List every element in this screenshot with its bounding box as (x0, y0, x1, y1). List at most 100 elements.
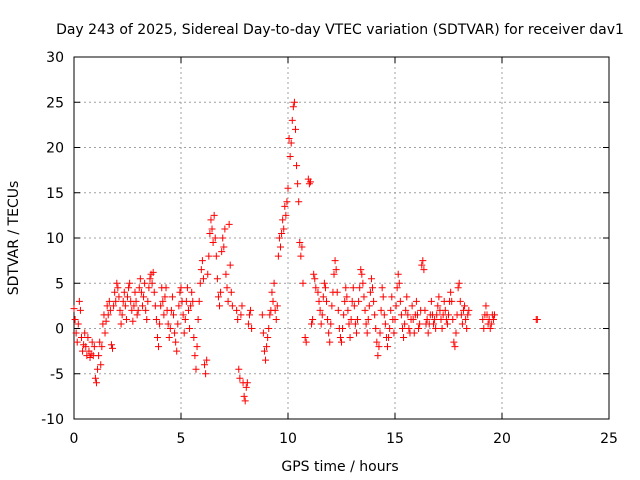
data-point (96, 338, 104, 346)
data-point (395, 279, 403, 287)
data-point (244, 320, 252, 328)
data-point (375, 343, 383, 351)
data-point (148, 279, 156, 287)
data-point (235, 365, 243, 373)
data-point (236, 374, 244, 382)
data-point (117, 320, 125, 328)
data-point (273, 302, 281, 310)
data-point (489, 315, 497, 323)
data-point (159, 297, 167, 305)
data-point (333, 288, 341, 296)
data-point (156, 320, 164, 328)
data-point (419, 257, 427, 265)
data-point (448, 297, 456, 305)
x-tick-label: 15 (386, 431, 404, 447)
data-point (390, 329, 398, 337)
data-point (343, 293, 351, 301)
data-point (369, 284, 377, 292)
data-point (199, 275, 207, 283)
data-point (348, 297, 356, 305)
data-point (210, 211, 218, 219)
data-point (152, 315, 160, 323)
data-point (327, 320, 335, 328)
data-point (266, 311, 274, 319)
y-tick-label: 5 (55, 276, 64, 292)
data-point (112, 297, 120, 305)
y-tick-label: 10 (46, 231, 64, 247)
data-point (213, 275, 221, 283)
data-point (312, 284, 320, 292)
data-point (84, 334, 92, 342)
data-point (386, 325, 394, 332)
data-point (299, 279, 307, 287)
data-point (264, 334, 272, 342)
data-point (442, 315, 450, 323)
data-point (370, 297, 378, 305)
data-point (142, 306, 150, 314)
data-point (191, 352, 199, 360)
data-point (132, 297, 140, 305)
data-point (241, 397, 249, 405)
data-point (433, 311, 441, 319)
data-point (289, 103, 297, 111)
data-point (186, 325, 194, 332)
data-point (138, 302, 146, 310)
data-point (321, 284, 329, 292)
data-point (384, 343, 392, 351)
y-tick-label: 25 (46, 95, 64, 111)
data-point (346, 334, 354, 342)
data-point (160, 311, 168, 319)
data-point (421, 306, 429, 314)
data-point (294, 180, 302, 188)
data-point (302, 338, 310, 346)
data-point (378, 284, 386, 292)
data-point (358, 270, 366, 278)
data-point (415, 325, 423, 332)
data-point (79, 347, 87, 355)
data-point (167, 306, 175, 314)
data-point (380, 311, 388, 319)
data-point (104, 311, 112, 319)
data-point (310, 270, 318, 278)
data-point (287, 139, 295, 147)
data-point (332, 266, 340, 274)
data-point (209, 239, 217, 247)
data-point (153, 334, 161, 342)
data-point (165, 334, 173, 342)
y-axis-label: SDTVAR / TECUs (6, 181, 22, 296)
data-point (76, 306, 84, 314)
data-point (432, 325, 440, 332)
data-point (316, 306, 324, 314)
data-point (347, 315, 355, 323)
data-point (81, 329, 89, 337)
x-tick-label: 20 (493, 431, 511, 447)
x-tick-label: 5 (177, 431, 186, 447)
data-point (221, 225, 229, 233)
data-point (119, 297, 127, 305)
data-point (391, 315, 399, 323)
data-point (479, 315, 487, 323)
data-point (225, 220, 233, 228)
data-point (318, 311, 326, 319)
data-point (82, 343, 90, 351)
data-point (288, 116, 296, 124)
x-tick-label: 25 (600, 431, 618, 447)
data-point (359, 279, 367, 287)
data-point (194, 315, 202, 323)
data-point (396, 297, 404, 305)
data-point (394, 270, 402, 278)
data-point (352, 329, 360, 337)
data-point (109, 344, 117, 352)
data-point (362, 320, 370, 328)
data-point (91, 374, 99, 382)
data-point (412, 297, 420, 305)
data-point (427, 297, 435, 305)
data-point (404, 311, 412, 319)
data-point (354, 315, 362, 323)
data-point (207, 216, 215, 224)
data-point (385, 334, 393, 342)
data-point (222, 270, 230, 278)
y-tick-label: -10 (41, 412, 64, 428)
data-point (355, 297, 363, 305)
data-point (371, 311, 379, 319)
